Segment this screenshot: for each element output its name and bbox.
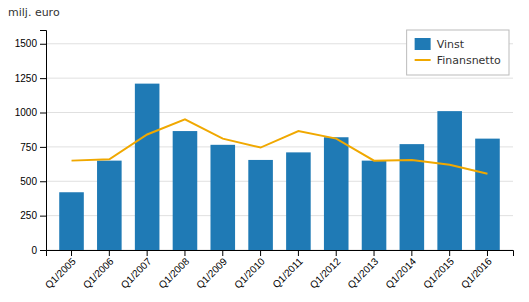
y-tick-mark	[40, 44, 46, 45]
x-tick-mark	[71, 250, 72, 256]
legend-item: Finansnetto	[415, 54, 501, 67]
x-tick-label: Q1/2008	[156, 255, 191, 290]
x-tick: Q1/2008	[156, 250, 191, 291]
x-tick-mark	[298, 250, 299, 256]
x-axis-line	[47, 251, 514, 257]
y-axis-title: milj. euro	[8, 6, 60, 19]
x-tick: Q1/2011	[270, 250, 305, 290]
y-tick-mark	[40, 250, 46, 251]
y-tick-label: 500	[20, 176, 37, 187]
x-tick-mark	[109, 250, 110, 256]
bar	[97, 161, 122, 250]
y-tick-label: 0	[31, 245, 37, 256]
y-tick-label: 1250	[15, 73, 38, 84]
chart: 0250500750100012501500Q1/2005Q1/2006Q1/2…	[0, 0, 529, 302]
x-tick-label: Q1/2015	[421, 255, 456, 290]
y-tick-mark	[40, 181, 46, 182]
x-tick-label: Q1/2013	[345, 255, 380, 290]
x-tick-label: Q1/2009	[194, 255, 229, 290]
x-tick-label: Q1/2011	[270, 255, 305, 290]
plot: 0250500750100012501500Q1/2005Q1/2006Q1/2…	[15, 30, 514, 291]
y-tick-label: 1500	[15, 38, 38, 49]
x-tick-mark	[411, 250, 412, 256]
bar-series	[59, 84, 500, 250]
legend-swatch	[415, 38, 431, 50]
grid-line	[46, 78, 513, 79]
x-tick-label: Q1/2010	[232, 255, 267, 290]
y-tick-mark	[40, 113, 46, 114]
x-tick-mark	[336, 250, 337, 256]
legend-item: Vinst	[415, 38, 465, 51]
x-tick-mark	[374, 250, 375, 256]
bar	[437, 111, 462, 250]
marks	[59, 84, 500, 250]
y-tick-label: 1000	[15, 107, 38, 118]
y-tick-mark	[40, 147, 46, 148]
y-tick: 250	[20, 210, 46, 221]
bar	[59, 192, 84, 250]
x-tick-label: Q1/2014	[383, 255, 418, 290]
y-tick-mark	[40, 78, 46, 79]
x-tick-label: Q1/2005	[43, 255, 78, 290]
x-tick-mark	[222, 250, 223, 256]
x-tick-mark	[260, 250, 261, 256]
y-tick: 500	[20, 176, 46, 187]
y-tick-label: 250	[20, 210, 37, 221]
x-tick-mark	[449, 250, 450, 256]
y-tick: 1250	[15, 73, 46, 84]
legend-swatch	[415, 59, 431, 61]
x-tick: Q1/2010	[232, 250, 267, 291]
y-tick: 1000	[15, 107, 46, 118]
bar	[173, 131, 198, 250]
x-tick-label: Q1/2012	[308, 255, 343, 290]
y-tick: 750	[20, 142, 46, 153]
x-axis: Q1/2005Q1/2006Q1/2007Q1/2008Q1/2009Q1/20…	[43, 250, 514, 291]
x-tick: Q1/2009	[194, 250, 229, 291]
x-tick: Q1/2005	[43, 250, 78, 291]
legend-frame	[407, 30, 509, 75]
x-tick-label: Q1/2016	[459, 255, 494, 290]
legend: Vinst Finansnetto	[407, 30, 509, 75]
y-tick: 0	[31, 245, 46, 256]
line	[72, 119, 488, 173]
y-tick-label: 750	[20, 142, 37, 153]
bar	[210, 145, 235, 250]
x-tick-mark	[487, 250, 488, 256]
bar	[135, 84, 160, 250]
bar	[475, 139, 500, 250]
x-tick: Q1/2016	[459, 250, 494, 291]
x-tick: Q1/2007	[119, 250, 154, 291]
bar	[248, 160, 273, 250]
y-tick: 1500	[15, 38, 46, 49]
y-tick-mark	[40, 216, 46, 217]
x-tick-mark	[147, 250, 148, 256]
legend-label: Finansnetto	[437, 54, 501, 67]
bar	[324, 137, 349, 250]
bar	[362, 161, 387, 250]
x-tick: Q1/2013	[345, 250, 380, 291]
x-tick: Q1/2012	[308, 250, 343, 291]
bar	[286, 152, 311, 250]
y-axis-line	[40, 31, 47, 251]
legend-label: Vinst	[437, 38, 465, 51]
x-tick-label: Q1/2006	[81, 255, 116, 290]
x-tick: Q1/2006	[81, 250, 116, 291]
x-tick: Q1/2014	[383, 250, 418, 291]
x-tick: Q1/2015	[421, 250, 456, 291]
x-tick-label: Q1/2007	[119, 255, 154, 290]
x-tick-mark	[184, 250, 185, 256]
y-axis: 0 250 500 750 1000 1250 1500	[15, 31, 47, 256]
